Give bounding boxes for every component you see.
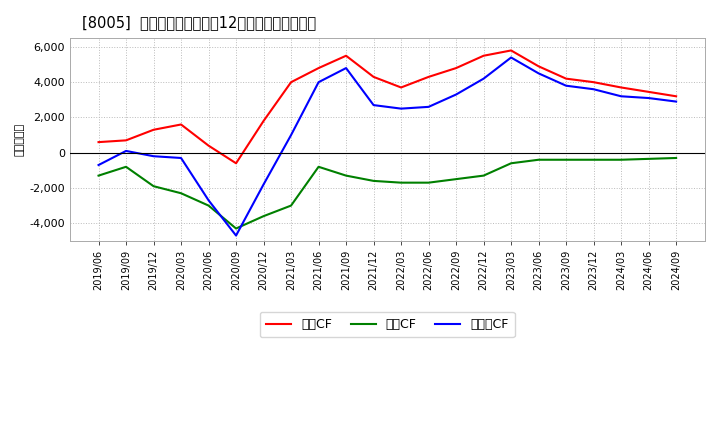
- フリーCF: [122, 148, 130, 154]
- フリーCF: [176, 155, 185, 161]
- 営業CF: [562, 76, 570, 81]
- フリーCF: [342, 66, 351, 71]
- 投資CF: [451, 176, 460, 182]
- 投資CF: [397, 180, 405, 185]
- フリーCF: [589, 87, 598, 92]
- 営業CF: [617, 85, 626, 90]
- 営業CF: [314, 66, 323, 71]
- 営業CF: [232, 161, 240, 166]
- 投資CF: [644, 156, 653, 161]
- 投資CF: [507, 161, 516, 166]
- Legend: 営業CF, 投資CF, フリーCF: 営業CF, 投資CF, フリーCF: [260, 312, 515, 337]
- Line: 投資CF: 投資CF: [99, 158, 676, 228]
- Y-axis label: （百万円）: （百万円）: [15, 123, 25, 156]
- 投資CF: [342, 173, 351, 178]
- フリーCF: [507, 55, 516, 60]
- フリーCF: [644, 95, 653, 101]
- フリーCF: [232, 233, 240, 238]
- フリーCF: [94, 162, 103, 168]
- フリーCF: [617, 94, 626, 99]
- 投資CF: [314, 164, 323, 169]
- 投資CF: [534, 157, 543, 162]
- フリーCF: [534, 71, 543, 76]
- フリーCF: [259, 182, 268, 187]
- フリーCF: [480, 76, 488, 81]
- フリーCF: [451, 92, 460, 97]
- 営業CF: [644, 89, 653, 95]
- 営業CF: [122, 138, 130, 143]
- 投資CF: [176, 191, 185, 196]
- 投資CF: [149, 183, 158, 189]
- 営業CF: [507, 48, 516, 53]
- 投資CF: [562, 157, 570, 162]
- Line: 営業CF: 営業CF: [99, 51, 676, 163]
- フリーCF: [424, 104, 433, 110]
- 営業CF: [204, 143, 213, 148]
- フリーCF: [562, 83, 570, 88]
- 投資CF: [287, 203, 295, 208]
- 営業CF: [397, 85, 405, 90]
- 営業CF: [259, 118, 268, 124]
- 営業CF: [287, 80, 295, 85]
- フリーCF: [287, 132, 295, 138]
- 投資CF: [672, 155, 680, 161]
- 投資CF: [424, 180, 433, 185]
- 投資CF: [232, 226, 240, 231]
- 投資CF: [369, 178, 378, 183]
- 営業CF: [369, 74, 378, 80]
- Line: フリーCF: フリーCF: [99, 58, 676, 235]
- フリーCF: [314, 80, 323, 85]
- 営業CF: [480, 53, 488, 59]
- 営業CF: [534, 64, 543, 69]
- 投資CF: [204, 203, 213, 208]
- 投資CF: [589, 157, 598, 162]
- 営業CF: [94, 139, 103, 145]
- Text: [8005]  キャッシュフローの12か月移動合計の推移: [8005] キャッシュフローの12か月移動合計の推移: [82, 15, 317, 30]
- 営業CF: [176, 122, 185, 127]
- フリーCF: [672, 99, 680, 104]
- 営業CF: [149, 127, 158, 132]
- 営業CF: [342, 53, 351, 59]
- フリーCF: [369, 103, 378, 108]
- 投資CF: [122, 164, 130, 169]
- 営業CF: [451, 66, 460, 71]
- 営業CF: [672, 94, 680, 99]
- 営業CF: [589, 80, 598, 85]
- フリーCF: [149, 154, 158, 159]
- フリーCF: [204, 198, 213, 203]
- フリーCF: [397, 106, 405, 111]
- 投資CF: [259, 213, 268, 219]
- 投資CF: [480, 173, 488, 178]
- 投資CF: [94, 173, 103, 178]
- 営業CF: [424, 74, 433, 80]
- 投資CF: [617, 157, 626, 162]
